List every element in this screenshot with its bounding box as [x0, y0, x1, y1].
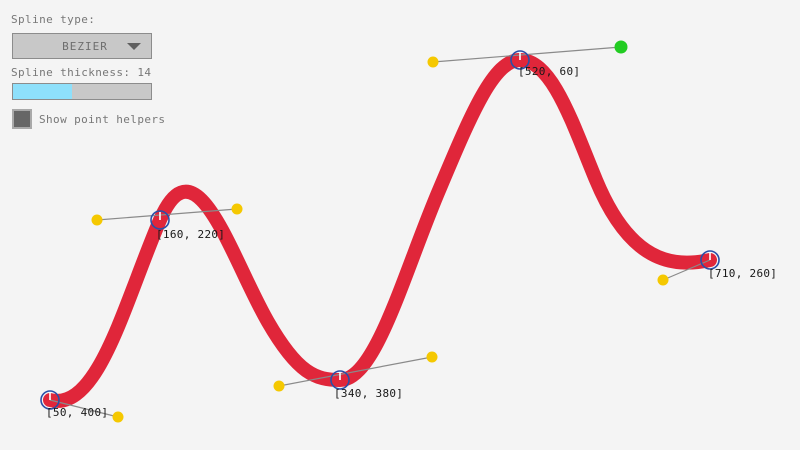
- spline-thickness-slider[interactable]: [12, 83, 152, 100]
- spline-thickness-slider-fill: [13, 84, 73, 99]
- point-coordinate-label: [710, 260]: [708, 267, 778, 280]
- control-handles[interactable]: [91, 40, 669, 423]
- control-handle-dot[interactable]: [427, 56, 439, 68]
- anchor-point[interactable]: [700, 250, 720, 270]
- control-handle-dot-selected[interactable]: [614, 40, 628, 54]
- point-coordinate-label: [50, 400]: [46, 406, 109, 419]
- point-coordinate-label: [340, 380]: [334, 387, 404, 400]
- spline-type-label: Spline type:: [11, 13, 96, 26]
- control-handle-dot[interactable]: [273, 380, 285, 392]
- control-handle-dot[interactable]: [231, 203, 243, 215]
- control-handle-dot[interactable]: [91, 214, 103, 226]
- spline-type-dropdown[interactable]: BEZIER: [12, 33, 152, 59]
- spline-thickness-label: Spline thickness: 14: [11, 66, 152, 79]
- point-coordinate-label: [160, 220]: [156, 228, 226, 241]
- show-point-helpers-row[interactable]: Show point helpers: [12, 109, 165, 129]
- handle-line: [278, 356, 433, 387]
- chevron-down-icon: [127, 43, 141, 50]
- anchor-point[interactable]: [150, 210, 170, 230]
- anchor-point[interactable]: [510, 50, 530, 70]
- spline-type-value: BEZIER: [62, 39, 108, 53]
- spline-curve: [43, 53, 717, 408]
- show-point-helpers-label: Show point helpers: [39, 112, 166, 126]
- control-handle-dot[interactable]: [112, 411, 124, 423]
- anchor-point[interactable]: [40, 390, 60, 410]
- control-handle-dot[interactable]: [426, 351, 438, 363]
- control-handle-dot[interactable]: [657, 274, 669, 286]
- anchor-points[interactable]: [40, 50, 720, 410]
- point-coordinate-label: [520, 60]: [518, 65, 581, 78]
- handle-line: [49, 399, 119, 418]
- show-point-helpers-checkbox[interactable]: [12, 109, 32, 129]
- anchor-point[interactable]: [330, 370, 350, 390]
